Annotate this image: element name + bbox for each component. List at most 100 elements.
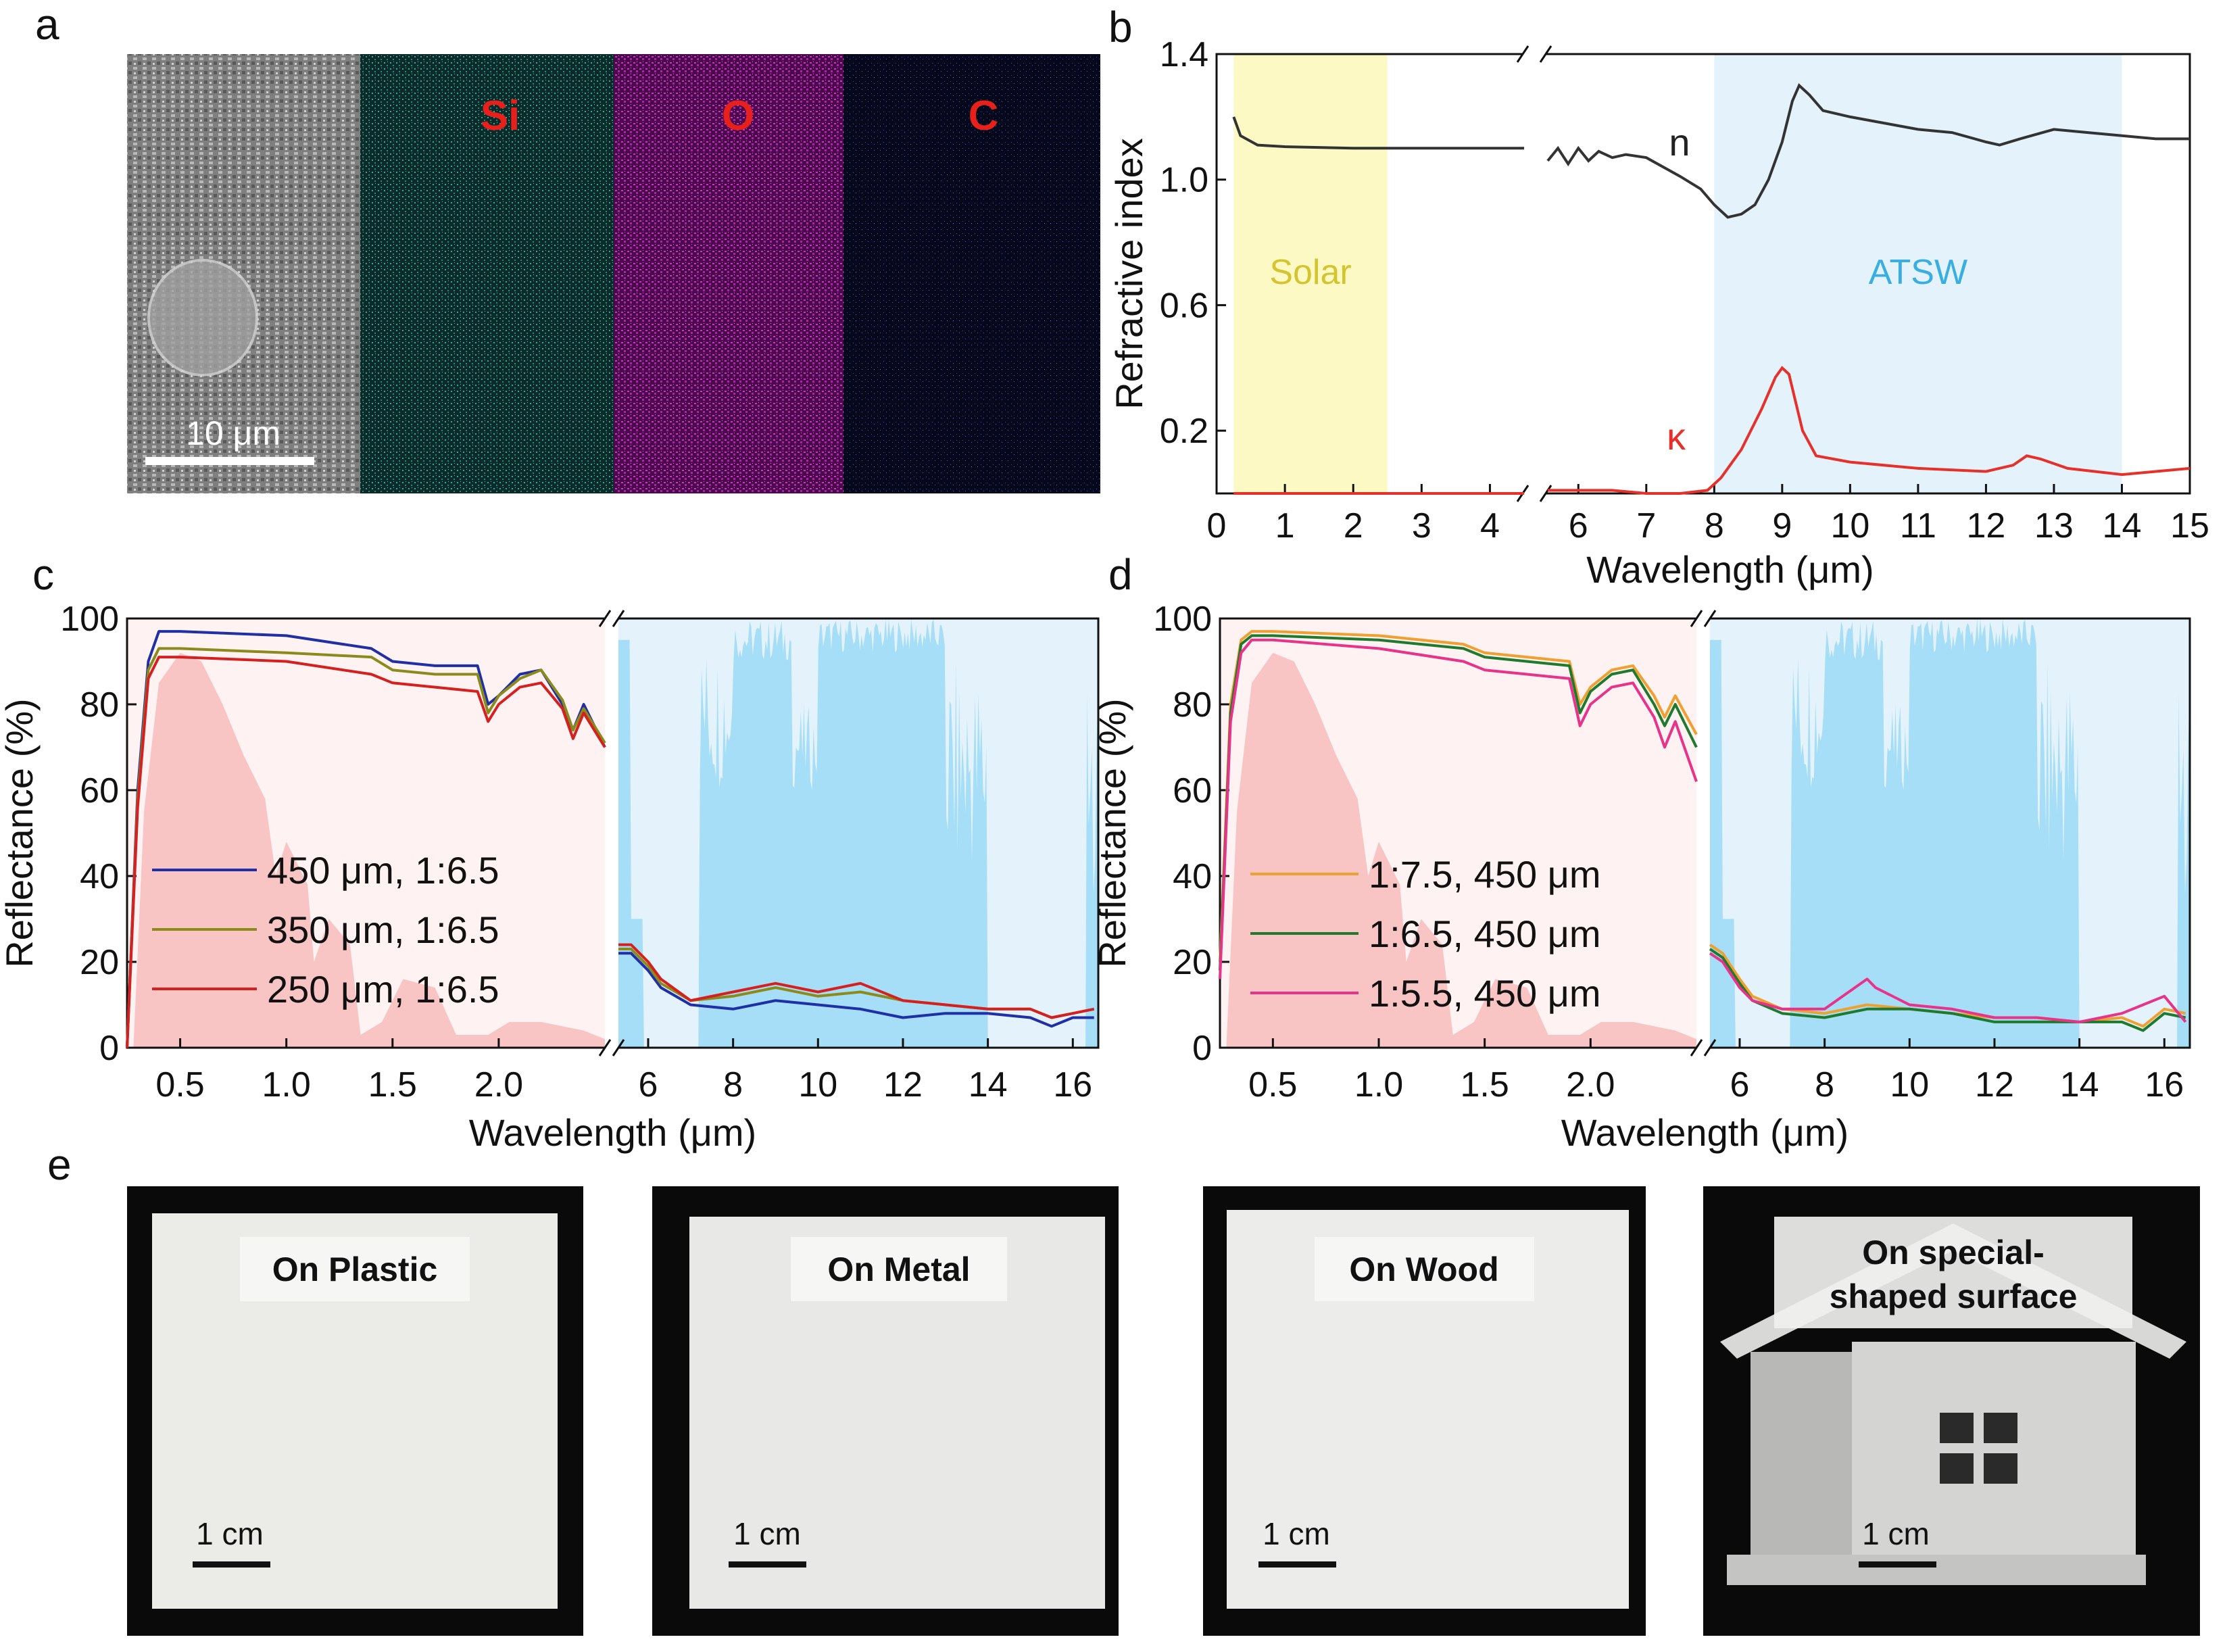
- break-mark: [1539, 485, 1552, 502]
- y-tick-label: 20: [1173, 943, 1212, 982]
- x-tick-label-b: 12: [1966, 506, 2005, 545]
- series-line-3: [126, 656, 606, 1048]
- y-tick-label: 60: [80, 771, 119, 810]
- y-tick-label-b: 0.6: [1160, 286, 1208, 325]
- series-line-1: [618, 952, 1094, 1028]
- house-window-2: [1984, 1413, 2017, 1443]
- panel-letter-a: a: [35, 0, 59, 49]
- label-plastic: On Plastic: [272, 1250, 438, 1288]
- legend-label-1: 1:7.5, 450 μm: [1369, 853, 1601, 896]
- y-tick-label: 60: [1173, 771, 1212, 810]
- x-tick-label: 2.0: [1566, 1065, 1615, 1104]
- region-label-solar: Solar: [1269, 253, 1351, 292]
- x-tick-label: 14: [2060, 1065, 2099, 1104]
- x-tick-label: 12: [1975, 1065, 2014, 1104]
- break-gap-top: [606, 610, 618, 627]
- label-box-plastic: [240, 1237, 470, 1301]
- x-tick-label: 8: [1815, 1065, 1834, 1104]
- series-line-3: [1709, 952, 2187, 1023]
- y-tick-label-b: 1.0: [1160, 161, 1208, 200]
- y-tick-label: 100: [1153, 600, 1212, 639]
- y-tick-label: 0: [1192, 1029, 1212, 1068]
- y-tick-label: 40: [1173, 857, 1212, 896]
- break-gap-bottom: [606, 1040, 618, 1056]
- x-tick-label: 16: [1053, 1065, 1092, 1104]
- house-side: [1751, 1352, 1852, 1555]
- panel-letter-b: b: [1108, 3, 1133, 51]
- x-tick-label-b: 3: [1412, 506, 1431, 545]
- scale-bar-wood: [1258, 1561, 1336, 1568]
- break-mark: [1703, 1039, 1717, 1056]
- legend-label-2: 350 μm, 1:6.5: [267, 908, 499, 951]
- break-mark: [1690, 610, 1703, 627]
- break-mark: [1516, 45, 1529, 63]
- series-label-n: n: [1669, 121, 1690, 164]
- x-tick-label-b: 6: [1569, 506, 1588, 545]
- scale-bar-house: [1859, 1561, 1936, 1568]
- label-box-house: [1774, 1217, 2132, 1328]
- x-tick-label-b: 10: [1830, 506, 1869, 545]
- break-gap-bottom: [1697, 1040, 1709, 1056]
- c-map: [843, 54, 1100, 493]
- break-mark: [1703, 610, 1717, 627]
- break-mark: [1690, 1039, 1703, 1056]
- y-tick-label: 80: [1173, 685, 1212, 725]
- legend-label-3: 250 μm, 1:6.5: [267, 968, 499, 1011]
- x-tick-label: 1.0: [262, 1065, 311, 1104]
- scale-label-wood: 1 cm: [1263, 1516, 1330, 1551]
- band-atsw: [1714, 54, 2122, 493]
- x-tick-label: 1.0: [1354, 1065, 1403, 1104]
- x-tick-label-b: 9: [1772, 506, 1792, 545]
- element-label-si: Si: [481, 93, 520, 139]
- region-label-atsw: ATSW: [1869, 253, 1967, 292]
- label-wood: On Wood: [1349, 1250, 1498, 1288]
- atmospheric-window: [618, 619, 1098, 1048]
- break-mark: [1539, 45, 1552, 63]
- break-gap-mid: [606, 627, 618, 1040]
- series-line-3: [1219, 638, 1698, 979]
- scale-label-plastic: 1 cm: [196, 1516, 264, 1551]
- break-gap-top: [1523, 47, 1546, 62]
- break-gap-top: [1697, 610, 1709, 627]
- y-tick-label-b: 0.2: [1160, 412, 1208, 451]
- x-tick-label-b: 14: [2103, 506, 2142, 545]
- x-tick-label-b: 13: [2034, 506, 2074, 545]
- chart-d-reflectance-ratio: 0.5 1.0 1.5 2.0 6 8 10 12 14 16 0 20 40 60 80 100 Wavele…: [1091, 600, 2191, 1154]
- house-base: [1727, 1555, 2146, 1585]
- x-tick-label-b: 1: [1275, 506, 1295, 545]
- y-tick-label: 80: [80, 685, 119, 725]
- x-tick-label: 6: [1730, 1065, 1750, 1104]
- legend-label-3: 1:5.5, 450 μm: [1369, 972, 1601, 1015]
- atmospheric-window: [1710, 619, 2190, 1048]
- x-tick-label: 16: [2145, 1065, 2184, 1104]
- house-window-3: [1940, 1453, 1974, 1484]
- break-mark: [612, 610, 625, 627]
- element-label-c: C: [969, 93, 999, 139]
- panel-letter-d: d: [1108, 550, 1133, 599]
- x-tick-label: 0.5: [1248, 1065, 1297, 1104]
- x-axis-label: Wavelength (μm): [1561, 1111, 1849, 1154]
- house-window-4: [1984, 1453, 2017, 1484]
- label-house-line2: shaped surface: [1830, 1278, 2078, 1315]
- x-tick-label-b: 4: [1480, 506, 1500, 545]
- x-axis-label-b: Wavelength (μm): [1586, 548, 1874, 591]
- x-tick-label: 6: [639, 1065, 658, 1104]
- solar-spectrum: [1226, 652, 1696, 1048]
- scale-bar-label: 10 μm: [186, 414, 280, 452]
- series-line-1: [1219, 630, 1698, 963]
- x-tick-label: 8: [723, 1065, 743, 1104]
- break-gap-mid: [1697, 627, 1709, 1040]
- scale-bar-metal: [729, 1561, 806, 1568]
- x-tick-label: 14: [969, 1065, 1008, 1104]
- solar-spectrum: [133, 652, 605, 1048]
- x-tick-label: 0.5: [155, 1065, 204, 1104]
- element-label-o: O: [722, 93, 754, 139]
- y-tick-label: 0: [99, 1029, 119, 1068]
- y-axis-label-b: Refractive index: [1108, 138, 1150, 410]
- x-tick-label: 2.0: [474, 1065, 523, 1104]
- label-box-metal: [791, 1237, 1007, 1301]
- scale-label-metal: 1 cm: [733, 1516, 801, 1551]
- series-line-2: [126, 647, 606, 1048]
- series-line-2: [1709, 948, 2186, 1032]
